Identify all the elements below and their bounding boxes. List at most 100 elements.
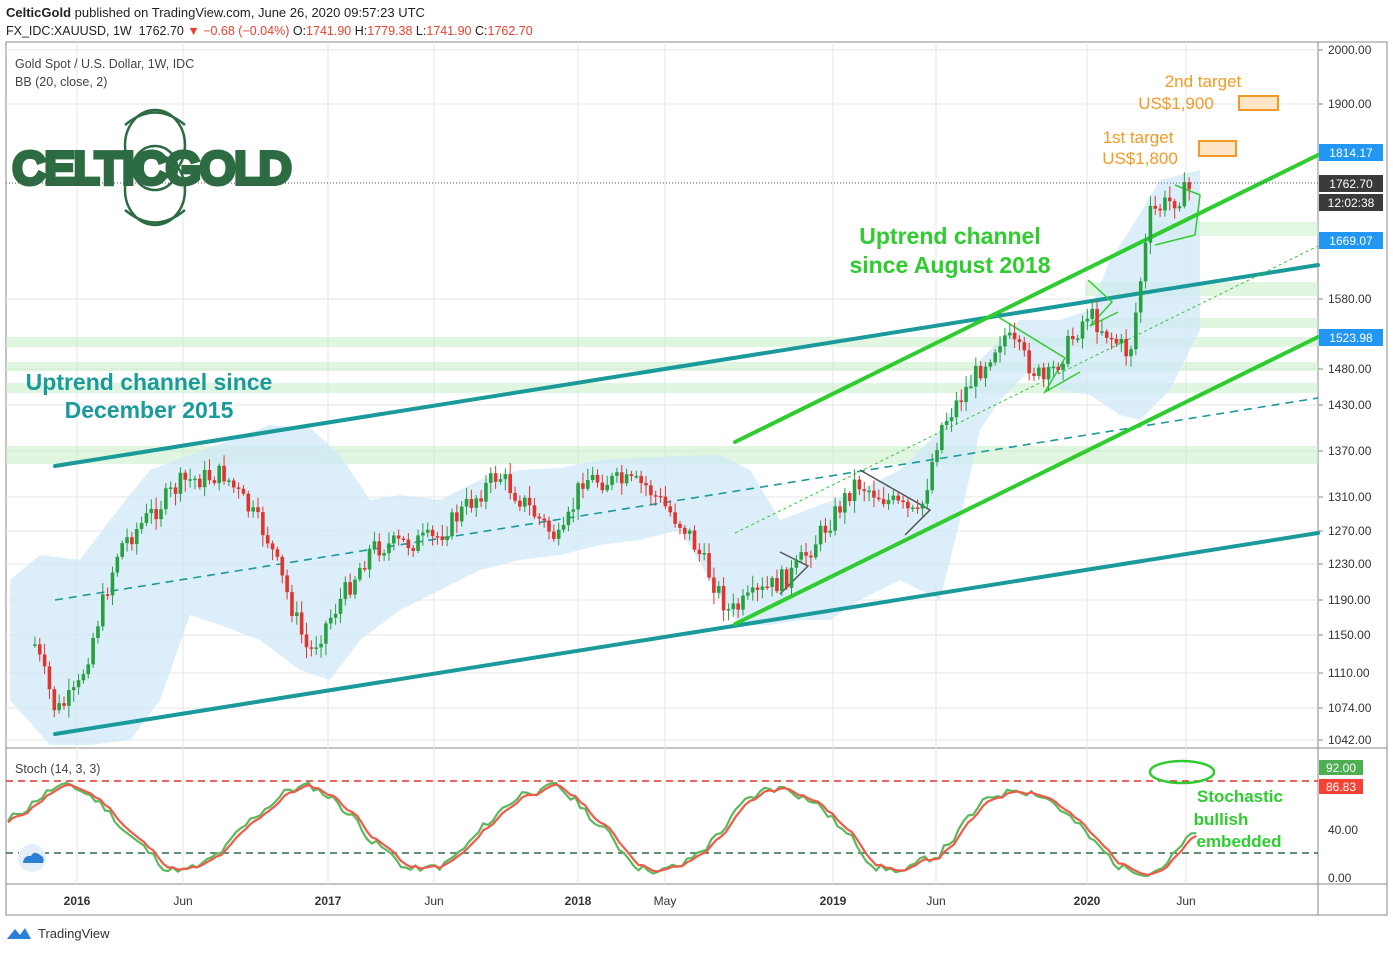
candle-body[interactable] — [202, 469, 207, 488]
candle-body[interactable] — [445, 536, 449, 541]
candle-body[interactable] — [552, 531, 556, 539]
candle-body[interactable] — [862, 489, 867, 492]
price-axis[interactable]: 2000.00 1900.00 1580.00 1480.00 1430.00 1370.… — [1318, 43, 1372, 747]
candle-body[interactable] — [794, 559, 799, 568]
candle-body[interactable] — [566, 511, 571, 525]
candle-body[interactable] — [1124, 338, 1128, 357]
candle-body[interactable] — [168, 487, 173, 489]
candle-body[interactable] — [1109, 337, 1114, 340]
candle-body[interactable] — [377, 541, 382, 556]
candle-body[interactable] — [459, 506, 464, 522]
candle-body[interactable] — [755, 587, 760, 590]
candle-body[interactable] — [261, 512, 265, 536]
candle-body[interactable] — [653, 495, 658, 497]
candle-body[interactable] — [1061, 364, 1065, 370]
candle-body[interactable] — [518, 500, 522, 507]
candle-body[interactable] — [81, 674, 86, 681]
candle-body[interactable] — [1051, 366, 1056, 369]
candle-body[interactable] — [86, 664, 91, 675]
candle-body[interactable] — [707, 553, 711, 578]
candle-body[interactable] — [619, 472, 624, 484]
candle-body[interactable] — [212, 480, 217, 484]
candle-body[interactable] — [401, 538, 406, 540]
candle-body[interactable] — [130, 537, 134, 545]
candle-body[interactable] — [222, 465, 226, 482]
candle-body[interactable] — [299, 612, 304, 635]
candle-body[interactable] — [712, 577, 716, 593]
candle-body[interactable] — [1114, 338, 1119, 344]
candle-body[interactable] — [886, 499, 891, 505]
candle-body[interactable] — [105, 594, 110, 596]
candle-body[interactable] — [52, 689, 57, 711]
candle-body[interactable] — [474, 498, 479, 508]
candle-body[interactable] — [789, 567, 794, 588]
candle-body[interactable] — [1075, 338, 1080, 341]
candle-body[interactable] — [1163, 197, 1167, 211]
candle-body[interactable] — [333, 613, 338, 618]
candle-body[interactable] — [1182, 182, 1187, 207]
candle-body[interactable] — [71, 687, 76, 691]
channel-2018-mid[interactable] — [734, 245, 1319, 534]
candle-body[interactable] — [780, 569, 784, 592]
candle-body[interactable] — [949, 417, 954, 422]
candle-body[interactable] — [188, 479, 192, 481]
candle-body[interactable] — [149, 508, 154, 514]
target1-box[interactable] — [1198, 140, 1237, 157]
candle-body[interactable] — [42, 654, 47, 667]
candle-body[interactable] — [867, 490, 871, 493]
candle-body[interactable] — [1177, 206, 1182, 209]
candle-body[interactable] — [581, 483, 585, 489]
channel-2018[interactable] — [733, 153, 1320, 626]
time-axis[interactable]: 2016 Jun 2017 Jun 2018 May 2019 Jun 2020 Jun — [64, 894, 1196, 908]
candle-body[interactable] — [547, 520, 551, 532]
candle-body[interactable] — [338, 598, 343, 614]
candle-body[interactable] — [275, 549, 280, 557]
candle-body[interactable] — [435, 536, 440, 538]
candle-body[interactable] — [925, 490, 930, 504]
candle-body[interactable] — [1085, 318, 1090, 322]
candle-body[interactable] — [828, 530, 833, 533]
candle-body[interactable] — [503, 474, 508, 480]
candle-body[interactable] — [265, 535, 270, 544]
candle-body[interactable] — [891, 495, 896, 500]
candle-body[interactable] — [101, 594, 105, 627]
candle-body[interactable] — [227, 480, 231, 482]
candle-body[interactable] — [144, 513, 149, 523]
candle-body[interactable] — [692, 530, 697, 550]
candle-body[interactable] — [193, 478, 197, 481]
candle-body[interactable] — [649, 485, 653, 496]
candlesticks[interactable] — [33, 172, 1191, 718]
candle-body[interactable] — [406, 539, 411, 549]
candle-body[interactable] — [998, 346, 1002, 353]
candle-body[interactable] — [1003, 335, 1007, 347]
candle-body[interactable] — [1172, 201, 1177, 209]
candle-body[interactable] — [600, 482, 605, 491]
candle-body[interactable] — [343, 582, 348, 599]
candle-body[interactable] — [411, 548, 415, 551]
candle-body[interactable] — [590, 474, 595, 481]
candle-body[interactable] — [644, 483, 648, 486]
candle-body[interactable] — [586, 480, 590, 489]
candle-body[interactable] — [605, 484, 609, 491]
candle-body[interactable] — [1066, 336, 1070, 365]
candle-body[interactable] — [173, 487, 178, 494]
candle-body[interactable] — [110, 572, 115, 596]
candle-body[interactable] — [624, 474, 629, 484]
candle-body[interactable] — [741, 595, 745, 610]
candle-body[interactable] — [256, 507, 260, 513]
candle-body[interactable] — [813, 544, 818, 558]
candle-body[interactable] — [561, 524, 566, 530]
candle-body[interactable] — [750, 587, 755, 593]
candle-body[interactable] — [358, 568, 362, 580]
candle-body[interactable] — [290, 592, 294, 617]
candle-body[interactable] — [1017, 339, 1022, 343]
candle-body[interactable] — [319, 643, 323, 648]
candle-body[interactable] — [493, 473, 498, 482]
candle-body[interactable] — [571, 509, 576, 512]
candle-body[interactable] — [896, 495, 900, 501]
candle-body[interactable] — [76, 680, 81, 688]
candle-body[interactable] — [396, 535, 401, 539]
candle-body[interactable] — [159, 509, 163, 520]
cloud-icon[interactable] — [18, 844, 46, 872]
